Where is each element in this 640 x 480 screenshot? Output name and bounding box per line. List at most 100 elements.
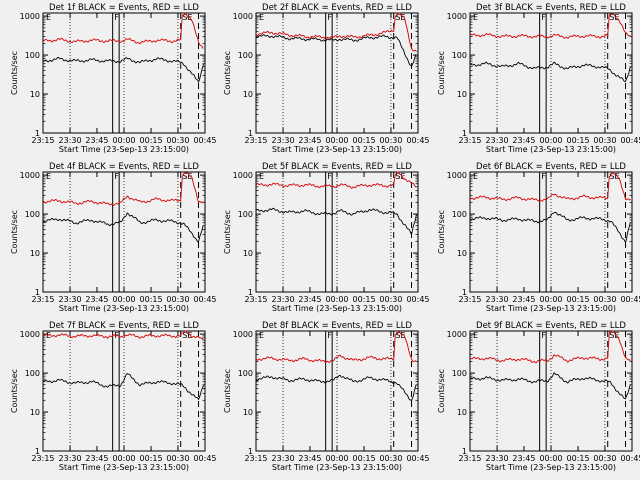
x-tick-label: 23:30 (272, 295, 295, 304)
x-tick-label: 00:30 (379, 295, 402, 304)
x-tick-label: 23:15 (244, 454, 267, 463)
x-tick-label: 23:45 (298, 454, 321, 463)
y-axis-label: Counts/sec (10, 51, 19, 95)
series-line-lld (42, 330, 204, 341)
panel-title: Det 8f BLACK = Events, RED = LLD (262, 321, 412, 331)
y-tick-label: 100 (25, 210, 40, 219)
panel-title: Det 1f BLACK = Events, RED = LLD (49, 3, 199, 13)
x-tick-label: 23:30 (59, 454, 82, 463)
y-tick-label: 1 (35, 129, 40, 138)
x-tick-label: 00:45 (193, 136, 216, 145)
series-line-lld (469, 171, 631, 202)
x-tick-label: 23:30 (272, 454, 295, 463)
x-tick-label: 00:45 (193, 295, 216, 304)
x-tick-label: 00:30 (593, 136, 616, 145)
x-tick-label: 23:15 (458, 454, 481, 463)
flag-label-e: E (259, 331, 264, 340)
panel-det-1: Det 1f BLACK = Events, RED = LLD 1 10 100 10… (10, 3, 217, 154)
series-line-lld (255, 171, 417, 189)
flag-label-se: SE (182, 172, 192, 181)
x-tick-label: 23:30 (486, 295, 509, 304)
x-tick-label: 00:45 (406, 454, 429, 463)
x-tick-label: 23:45 (85, 136, 108, 145)
series-line-lld (255, 12, 417, 53)
y-axis-label: Counts/sec (437, 51, 446, 95)
x-tick-label: 00:00 (325, 454, 348, 463)
flag-label-f: F (327, 13, 332, 22)
series-line-lld (42, 172, 204, 207)
x-tick-label: 00:00 (112, 295, 135, 304)
series-line-events (469, 61, 631, 83)
series-line-events (42, 56, 204, 84)
flag-label-se: SE (182, 13, 192, 22)
y-tick-label: 100 (238, 51, 253, 60)
series-line-lld (470, 330, 631, 364)
y-tick-label: 1 (35, 288, 40, 297)
flag-label-e: E (473, 172, 478, 181)
x-axis-label: Start Time (23-Sep-13 23:15:00) (272, 145, 402, 154)
y-axis-label: Counts/sec (223, 210, 232, 254)
series-line-events (255, 374, 417, 402)
y-tick-label: 10 (30, 249, 40, 258)
y-tick-label: 1 (462, 288, 467, 297)
x-tick-label: 00:30 (593, 454, 616, 463)
y-tick-label: 1000 (447, 171, 467, 180)
y-tick-label: 1 (248, 288, 253, 297)
panel-title: Det 6f BLACK = Events, RED = LLD (476, 162, 626, 172)
flag-label-e: E (46, 172, 51, 181)
x-axis-label: Start Time (23-Sep-13 23:15:00) (59, 145, 189, 154)
x-tick-label: 00:15 (140, 295, 163, 304)
panel-title: Det 9f BLACK = Events, RED = LLD (476, 321, 626, 331)
panel-title: Det 2f BLACK = Events, RED = LLD (262, 3, 412, 13)
x-tick-label: 23:15 (458, 136, 481, 145)
panel-title: Det 5f BLACK = Events, RED = LLD (262, 162, 412, 172)
panel-det-9: Det 9f BLACK = Events, RED = LLD 1 10 100 10… (437, 321, 640, 472)
x-axis-label: Start Time (23-Sep-13 23:15:00) (59, 304, 189, 313)
x-tick-label: 23:30 (272, 136, 295, 145)
x-tick-label: 23:45 (85, 295, 108, 304)
x-tick-label: 00:00 (325, 295, 348, 304)
x-tick-label: 00:15 (140, 136, 163, 145)
panel-det-8: Det 8f BLACK = Events, RED = LLD 1 10 100 10… (223, 321, 430, 472)
panel-det-7: Det 7f BLACK = Events, RED = LLD 1 10 100 10… (10, 321, 217, 472)
y-tick-label: 10 (457, 249, 467, 258)
flag-label-f: F (114, 13, 119, 22)
panel-det-3: Det 3f BLACK = Events, RED = LLD 1 10 100 10… (437, 3, 640, 154)
flag-label-f: F (541, 331, 546, 340)
x-tick-label: 23:45 (512, 454, 535, 463)
flag-label-se: SE (609, 331, 619, 340)
x-tick-label: 23:45 (298, 295, 321, 304)
y-tick-label: 10 (243, 90, 253, 99)
flag-label-e: E (259, 172, 264, 181)
y-tick-label: 1 (35, 447, 40, 456)
x-axis-label: Start Time (23-Sep-13 23:15:00) (486, 145, 616, 154)
panel-det-5: Det 5f BLACK = Events, RED = LLD 1 10 100 10… (223, 162, 430, 313)
series-line-events (42, 212, 204, 243)
x-tick-label: 00:15 (140, 454, 163, 463)
flag-label-se: SE (395, 331, 405, 340)
y-tick-label: 1000 (20, 330, 40, 339)
y-tick-label: 100 (452, 51, 467, 60)
x-tick-label: 00:00 (112, 454, 135, 463)
panel-det-2: Det 2f BLACK = Events, RED = LLD 1 10 100 10… (223, 3, 430, 154)
y-tick-label: 1000 (447, 12, 467, 21)
x-tick-label: 23:15 (31, 295, 54, 304)
flag-label-se: SE (182, 331, 192, 340)
series-line-events (469, 212, 631, 244)
y-axis-label: Counts/sec (223, 369, 232, 413)
series-line-lld (42, 12, 204, 49)
x-tick-label: 00:15 (567, 136, 590, 145)
y-tick-label: 100 (25, 51, 40, 60)
flag-label-e: E (473, 13, 478, 22)
y-tick-label: 100 (238, 210, 253, 219)
flag-label-f: F (327, 331, 332, 340)
y-tick-label: 10 (30, 408, 40, 417)
x-tick-label: 00:15 (353, 295, 376, 304)
x-tick-label: 00:00 (325, 136, 348, 145)
flag-label-se: SE (609, 13, 619, 22)
x-tick-label: 00:15 (353, 454, 376, 463)
y-tick-label: 10 (457, 408, 467, 417)
x-tick-label: 23:15 (244, 295, 267, 304)
series-line-events (42, 372, 204, 401)
x-axis-label: Start Time (23-Sep-13 23:15:00) (272, 304, 402, 313)
